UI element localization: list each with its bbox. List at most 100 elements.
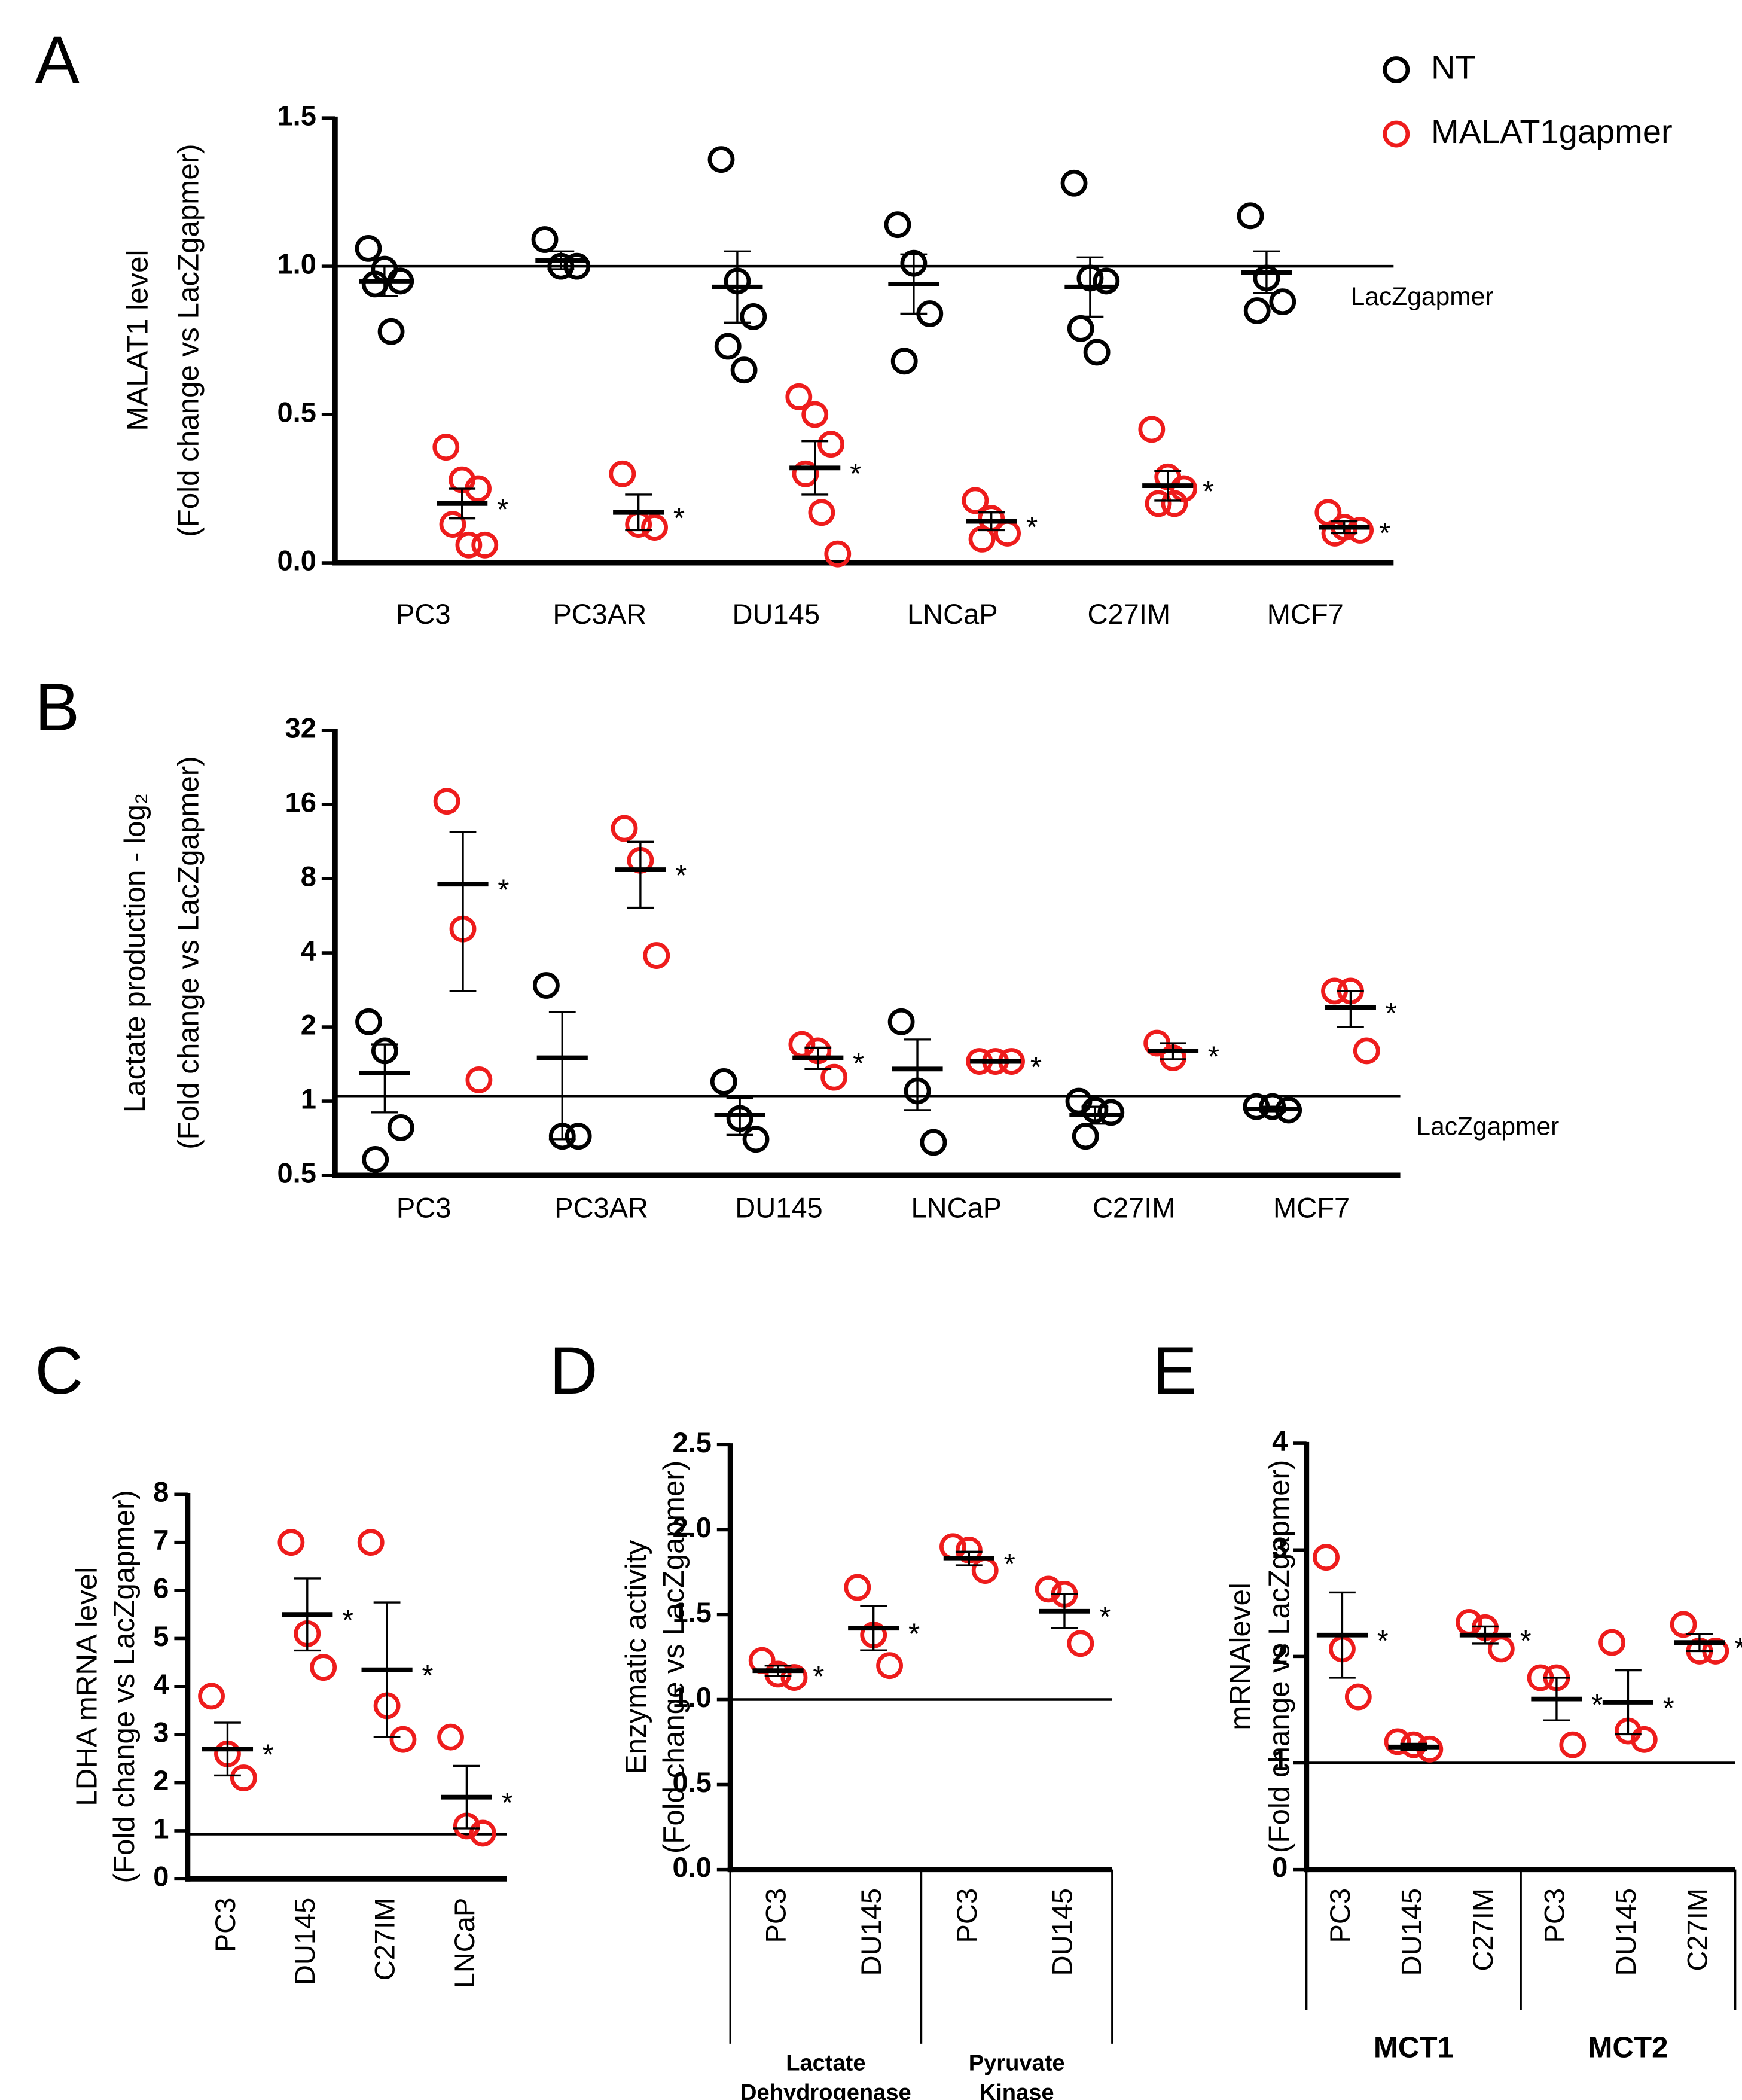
data-point	[820, 1063, 848, 1091]
data-point	[387, 1114, 414, 1141]
data-point	[939, 1533, 966, 1560]
data-point	[1487, 1635, 1515, 1663]
y-tick-label: 0.0	[672, 1851, 711, 1883]
x-tick-label: C27IM	[1467, 1888, 1499, 1971]
significance-mark: *	[1386, 997, 1397, 1030]
x-tick-label: PC3	[1324, 1888, 1356, 1943]
data-point	[565, 1123, 592, 1150]
x-tick-label: PC3AR	[553, 598, 646, 630]
data-point	[971, 1557, 999, 1584]
y-axis-label: (Fold change vs LacZgapmer)	[1263, 1460, 1296, 1853]
data-point	[792, 460, 819, 487]
data-point	[824, 540, 852, 568]
data-point	[1067, 1630, 1094, 1657]
group-label: MCT2	[1588, 2031, 1668, 2064]
data-point	[764, 1660, 792, 1688]
significance-mark: *	[497, 493, 508, 526]
significance-mark: *	[1004, 1548, 1015, 1581]
x-tick-label: DU145	[1046, 1888, 1078, 1976]
data-point	[611, 815, 638, 842]
y-axis-label: (Fold change vs LacZgapmer)	[172, 756, 205, 1149]
data-point	[780, 1664, 808, 1691]
x-tick-label: DU145	[735, 1192, 822, 1224]
y-tick-label: 32	[285, 712, 316, 744]
panel-letter: A	[35, 23, 80, 97]
data-point	[230, 1764, 257, 1791]
data-point	[1035, 1575, 1062, 1603]
y-tick-label: 8	[153, 1476, 169, 1508]
data-point	[801, 401, 829, 428]
significance-mark: *	[1663, 1691, 1674, 1724]
data-point	[890, 348, 918, 375]
significance-mark: *	[1030, 1051, 1042, 1084]
data-point	[1670, 1611, 1697, 1638]
data-point	[808, 499, 835, 526]
data-point	[377, 318, 405, 345]
y-axis-label: LDHA mRNA level	[70, 1567, 103, 1806]
x-tick-label: LNCaP	[911, 1192, 1002, 1224]
data-point	[362, 1146, 389, 1173]
x-tick-label: MCF7	[1267, 598, 1344, 630]
x-tick-label: PC3	[209, 1898, 241, 1953]
significance-mark: *	[1520, 1624, 1532, 1657]
group-label: MCT1	[1374, 2031, 1454, 2064]
data-point	[531, 226, 559, 253]
data-point	[641, 514, 668, 541]
data-point	[433, 788, 460, 815]
data-point	[740, 303, 767, 330]
data-point	[355, 234, 382, 262]
y-axis-label: (Fold change vs LacZgapmer)	[108, 1490, 141, 1883]
y-tick-label: 2.5	[672, 1427, 711, 1458]
y-tick-label: 4	[1272, 1425, 1288, 1457]
data-point	[471, 531, 499, 559]
x-tick-label: PC3	[396, 598, 451, 630]
data-point	[962, 487, 989, 514]
data-point	[277, 1529, 305, 1556]
x-tick-label: PC3AR	[554, 1192, 648, 1224]
y-tick-label: 1.5	[277, 100, 316, 132]
y-tick-label: 6	[153, 1572, 169, 1604]
data-point	[1598, 1629, 1625, 1656]
panel-letter: E	[1152, 1333, 1197, 1408]
y-tick-label: 0	[1272, 1851, 1288, 1883]
data-point	[1353, 1037, 1380, 1065]
y-tick-label: 3	[1272, 1532, 1288, 1563]
y-tick-label: 5	[153, 1620, 169, 1652]
y-tick-label: 0.0	[277, 544, 316, 576]
legend-label: MALAT1gapmer	[1431, 112, 1673, 150]
significance-mark: *	[1203, 476, 1214, 508]
y-tick-label: 2	[301, 1008, 316, 1040]
data-point	[643, 942, 670, 969]
data-point	[1313, 1544, 1340, 1571]
data-point	[742, 1126, 770, 1153]
significance-mark: *	[502, 1787, 513, 1819]
data-point	[609, 460, 636, 487]
y-tick-label: 0.5	[277, 1157, 316, 1188]
group-label: Pyruvate	[969, 2051, 1065, 2076]
x-tick-label: DU145	[1610, 1888, 1642, 1976]
y-axis-label: (Fold change vs LacZgapmer)	[172, 144, 205, 537]
data-point	[437, 1723, 464, 1751]
data-point	[785, 383, 813, 410]
y-tick-label: 4	[301, 934, 316, 966]
y-tick-label: 16	[285, 787, 316, 818]
significance-mark: *	[1099, 1601, 1111, 1633]
data-point	[1161, 490, 1188, 517]
data-point	[920, 1129, 947, 1156]
data-point	[1559, 1731, 1587, 1758]
significance-mark: *	[263, 1739, 274, 1772]
data-point	[432, 434, 460, 461]
data-point	[1067, 315, 1094, 342]
data-point	[1145, 490, 1172, 517]
x-tick-label: LNCaP	[907, 598, 998, 630]
y-tick-label: 0.5	[672, 1766, 711, 1798]
y-tick-label: 1.0	[277, 248, 316, 280]
data-point	[357, 1529, 385, 1556]
significance-mark: *	[673, 502, 685, 535]
data-point	[1097, 1099, 1125, 1126]
significance-mark: *	[853, 1047, 864, 1080]
legend-marker	[1383, 56, 1410, 83]
group-label: Kinase	[980, 2080, 1054, 2100]
data-point	[968, 525, 996, 553]
